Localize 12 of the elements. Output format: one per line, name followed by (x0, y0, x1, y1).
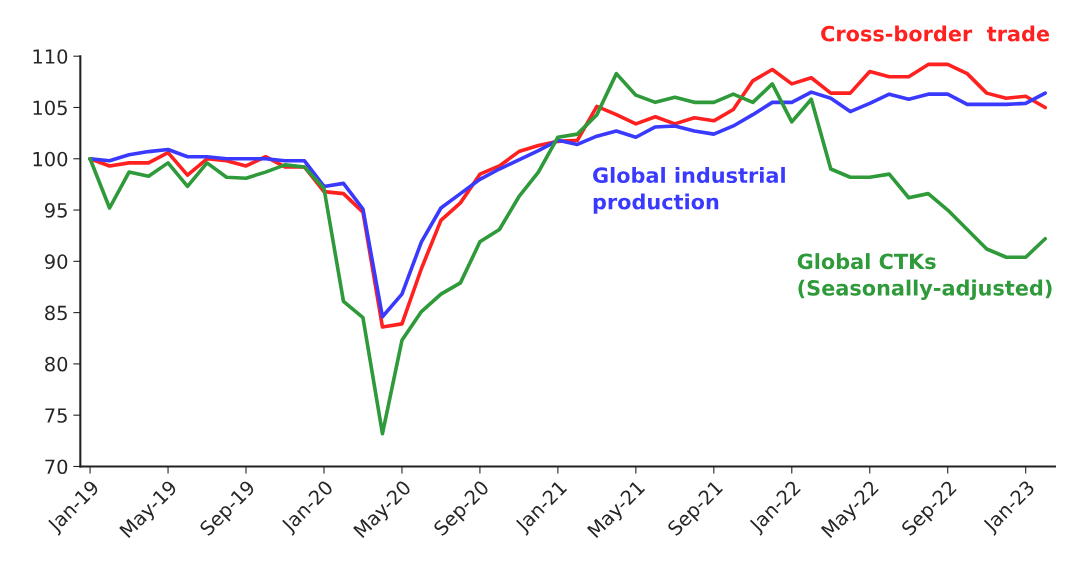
y-tick-label: 90 (45, 254, 68, 269)
y-tick-label: 110 (33, 49, 68, 64)
y-tick-label: 105 (33, 100, 67, 116)
y-tick-label: 80 (45, 356, 68, 372)
series-label: Cross-border trade (821, 25, 1050, 42)
y-tick-label: 70 (45, 459, 68, 475)
series-label: Global CTKs (Seasonally-adjusted) (797, 253, 1052, 300)
series-label: Global industrial production (593, 166, 785, 214)
y-tick-label: 100 (33, 151, 68, 167)
y-tick-label: 85 (45, 305, 67, 321)
y-tick-label: 95 (45, 203, 67, 218)
y-tick-label: 75 (45, 408, 67, 423)
